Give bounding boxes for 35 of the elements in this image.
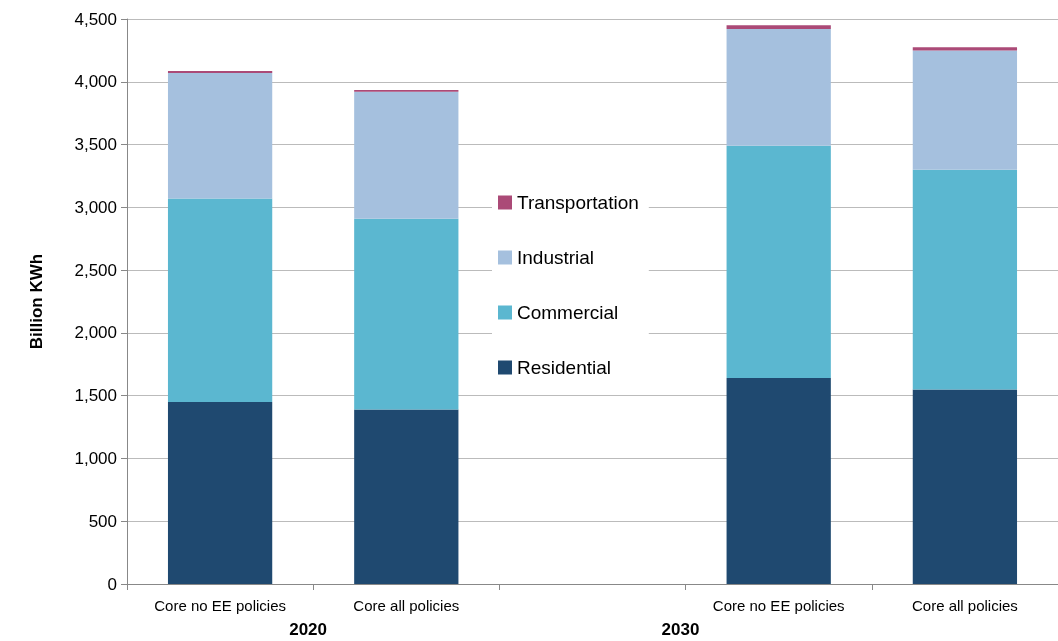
bar xyxy=(354,409,459,584)
legend-label: Transportation xyxy=(517,192,639,213)
y-tick-label: 2,500 xyxy=(74,260,117,280)
x-tick-label: Core no EE policies xyxy=(154,597,286,614)
bar xyxy=(726,25,831,30)
bar xyxy=(726,29,831,146)
y-tick-label: 1,000 xyxy=(74,448,117,468)
y-axis-title: Billion KWh xyxy=(27,253,46,350)
bar xyxy=(912,47,1018,51)
legend-label: Commercial xyxy=(517,302,619,323)
y-tick-label: 0 xyxy=(107,574,117,594)
bar xyxy=(167,401,273,584)
y-tick-label: 3,000 xyxy=(74,197,117,217)
x-tick-label: Core all policies xyxy=(911,597,1018,614)
legend-label: Industrial xyxy=(517,247,595,268)
y-tick-label: 500 xyxy=(88,511,117,531)
y-tick-label: 2,000 xyxy=(74,323,117,343)
x-tick-label: Core no EE policies xyxy=(712,597,845,614)
text: 2030 xyxy=(661,620,700,639)
bar xyxy=(167,198,273,402)
text: 2020 xyxy=(289,620,328,639)
y-tick-label: 4,500 xyxy=(74,9,117,29)
x-tick-label: Core all policies xyxy=(353,597,460,614)
legend-label: Residential xyxy=(517,357,611,378)
bar xyxy=(354,218,459,410)
bar xyxy=(167,72,273,199)
bar xyxy=(726,378,831,584)
bar xyxy=(912,50,1018,170)
bar xyxy=(912,389,1018,584)
bar xyxy=(726,145,831,379)
y-tick-label: 4,000 xyxy=(74,72,117,92)
y-tick-label: 1,500 xyxy=(74,386,117,406)
y-tick-label: 3,500 xyxy=(74,135,117,155)
bar xyxy=(912,169,1018,390)
bar xyxy=(354,91,459,219)
